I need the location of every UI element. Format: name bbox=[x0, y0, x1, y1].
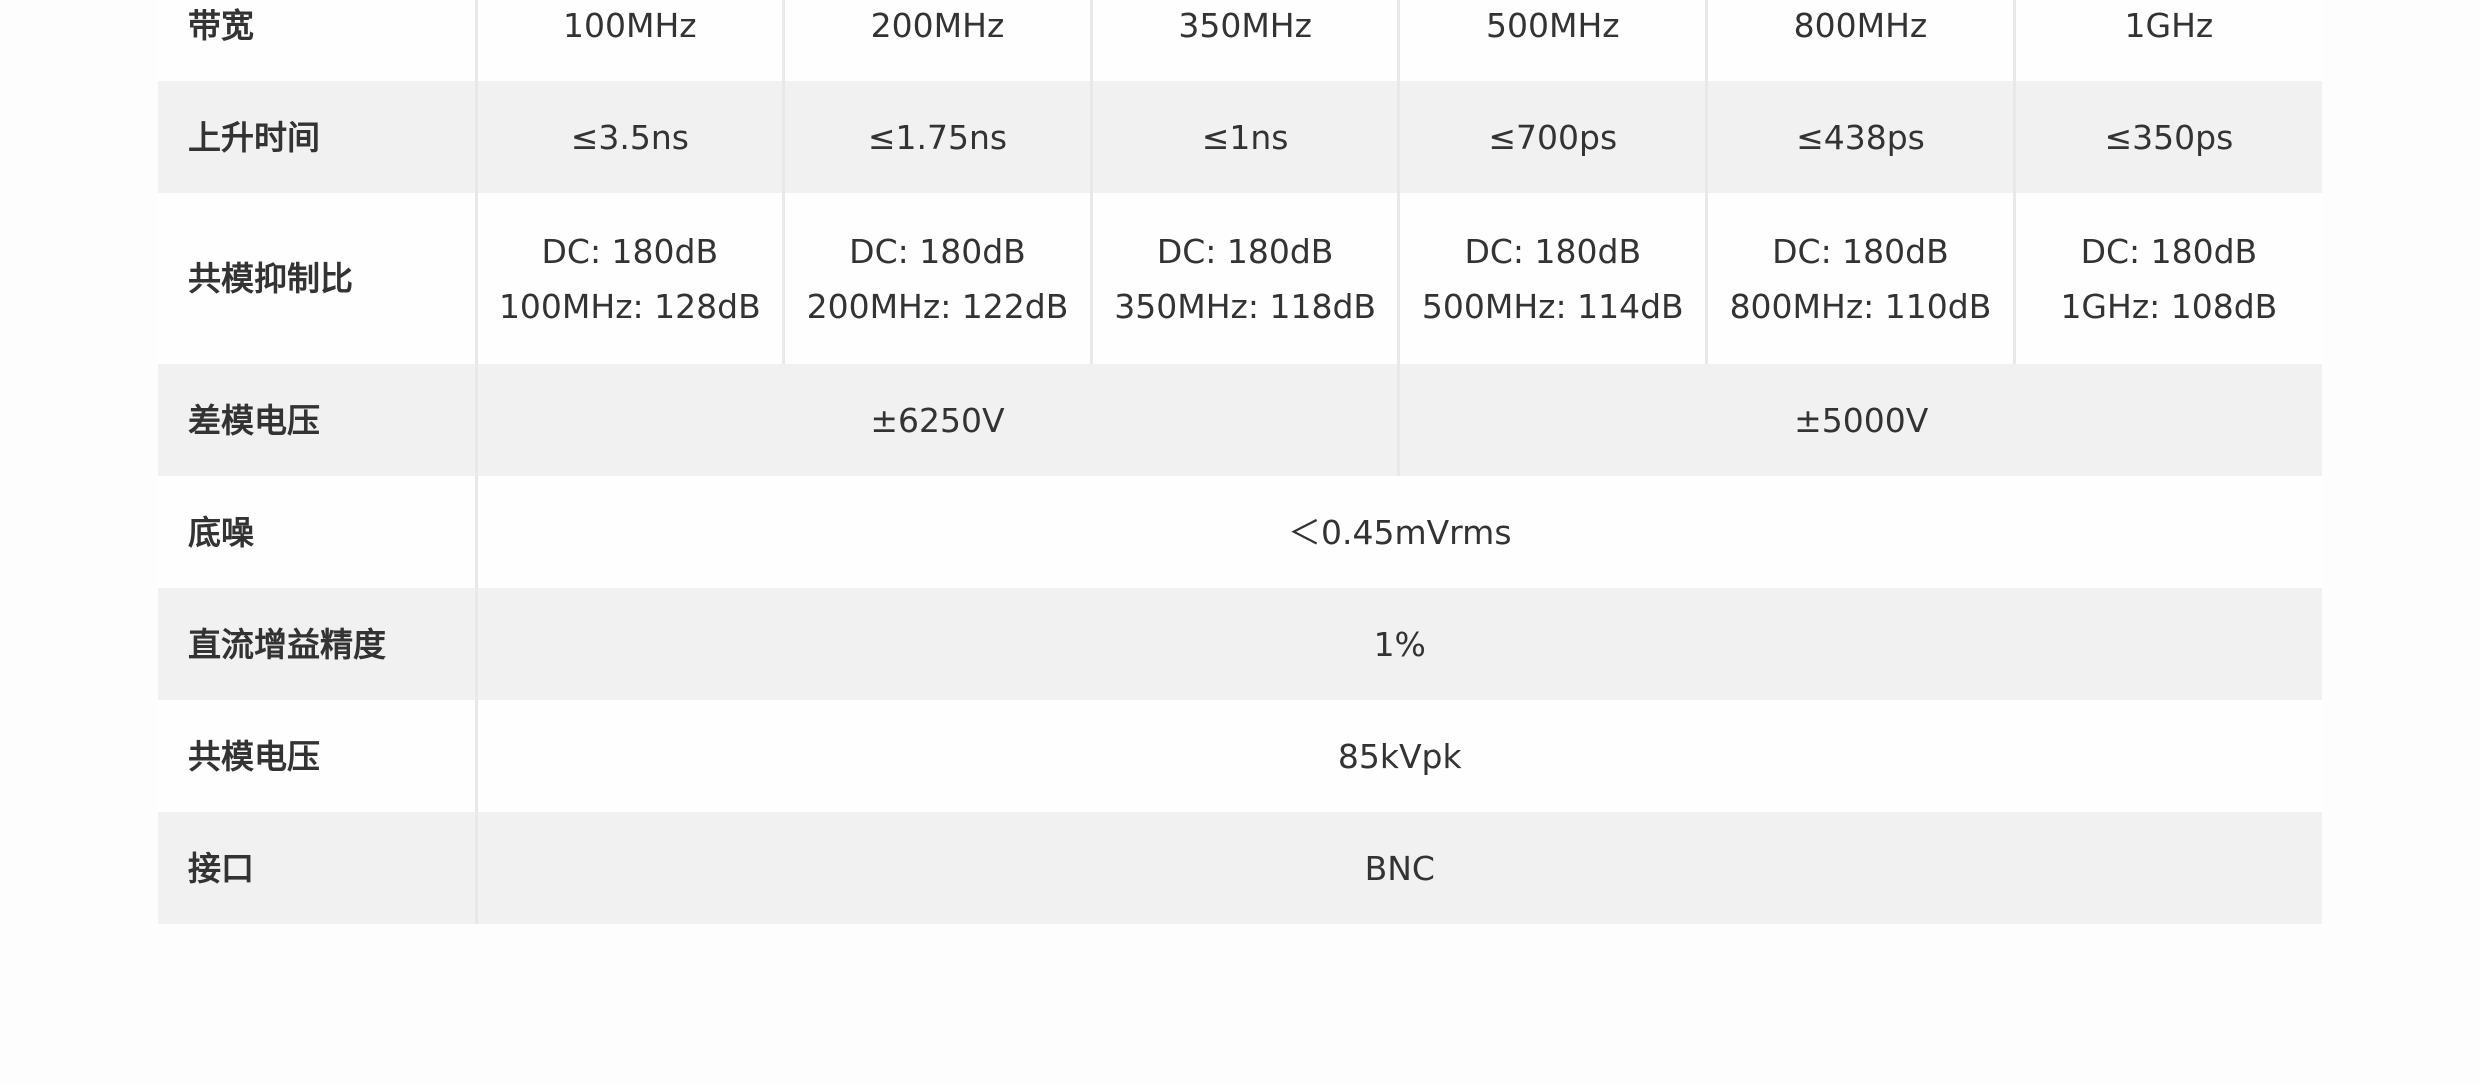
cell-line: DC: 180dB bbox=[2080, 231, 2258, 271]
row-label: 共模电压 bbox=[158, 700, 476, 812]
cell-line: 1GHz: 108dB bbox=[2060, 286, 2278, 326]
cell: DC: 180dB 200MHz: 122dB bbox=[782, 193, 1092, 364]
cell: 350MHz bbox=[1089, 0, 1399, 81]
cell: ≤3.5ns bbox=[474, 81, 784, 193]
cell: ±5000V bbox=[1397, 364, 2322, 476]
cell: ≤438ps bbox=[1705, 81, 2015, 193]
table-row: 共模电压 85kVpk bbox=[158, 700, 2322, 812]
cell-line: 200MHz: 122dB bbox=[806, 286, 1069, 326]
cell-line: DC: 180dB bbox=[1156, 231, 1334, 271]
row-label: 共模抑制比 bbox=[158, 193, 476, 364]
cell: ≤350ps bbox=[2012, 81, 2322, 193]
cell: ±6250V bbox=[474, 364, 1399, 476]
cell: DC: 180dB 800MHz: 110dB bbox=[1705, 193, 2015, 364]
cell: 500MHz bbox=[1397, 0, 1707, 81]
table-row: 底噪 ＜0.45mVrms bbox=[158, 476, 2322, 588]
cell-line: DC: 180dB bbox=[1464, 231, 1642, 271]
cell: DC: 180dB 350MHz: 118dB bbox=[1089, 193, 1399, 364]
cell: ≤1.75ns bbox=[782, 81, 1092, 193]
row-label: 差模电压 bbox=[158, 364, 476, 476]
cell-line: 800MHz: 110dB bbox=[1729, 286, 1992, 326]
cell: 200MHz bbox=[782, 0, 1092, 81]
cell: ≤1ns bbox=[1089, 81, 1399, 193]
cell-line: DC: 180dB bbox=[849, 231, 1026, 271]
cell: DC: 180dB 1GHz: 108dB bbox=[2012, 193, 2322, 364]
table-row: 上升时间 ≤3.5ns ≤1.75ns ≤1ns ≤700ps ≤438ps ≤… bbox=[158, 81, 2322, 193]
table-row: 直流增益精度 1% bbox=[158, 588, 2322, 700]
table-row: 差模电压 ±6250V ±5000V bbox=[158, 364, 2322, 476]
cell: 85kVpk bbox=[474, 700, 2322, 812]
table-row: 共模抑制比 DC: 180dB 100MHz: 128dB DC: 180dB 20… bbox=[158, 193, 2322, 364]
row-label: 底噪 bbox=[158, 476, 476, 588]
cell: 1GHz bbox=[2012, 0, 2322, 81]
cell-line: DC: 180dB bbox=[541, 231, 719, 271]
row-label: 带宽 bbox=[158, 0, 476, 81]
cell-line: 350MHz: 118dB bbox=[1114, 286, 1377, 326]
cell-line: 100MHz: 128dB bbox=[498, 286, 761, 326]
table-row: 接口 BNC bbox=[158, 812, 2322, 924]
row-label: 直流增益精度 bbox=[158, 588, 476, 700]
cell: BNC bbox=[474, 812, 2322, 924]
cell: 1% bbox=[474, 588, 2322, 700]
table-row: 带宽 100MHz 200MHz 350MHz 500MHz 800MHz 1G… bbox=[158, 0, 2322, 81]
cell: DC: 180dB 100MHz: 128dB bbox=[474, 193, 784, 364]
row-label: 接口 bbox=[158, 812, 476, 924]
spec-table: 带宽 100MHz 200MHz 350MHz 500MHz 800MHz 1G… bbox=[158, 0, 2322, 924]
cell: DC: 180dB 500MHz: 114dB bbox=[1397, 193, 1707, 364]
cell: 100MHz bbox=[474, 0, 784, 81]
cell-line: 500MHz: 114dB bbox=[1421, 286, 1684, 326]
cell-line: DC: 180dB bbox=[1772, 231, 1949, 271]
cell: ≤700ps bbox=[1397, 81, 1707, 193]
row-label: 上升时间 bbox=[158, 81, 476, 193]
cell: 800MHz bbox=[1705, 0, 2015, 81]
cell: ＜0.45mVrms bbox=[474, 476, 2322, 588]
